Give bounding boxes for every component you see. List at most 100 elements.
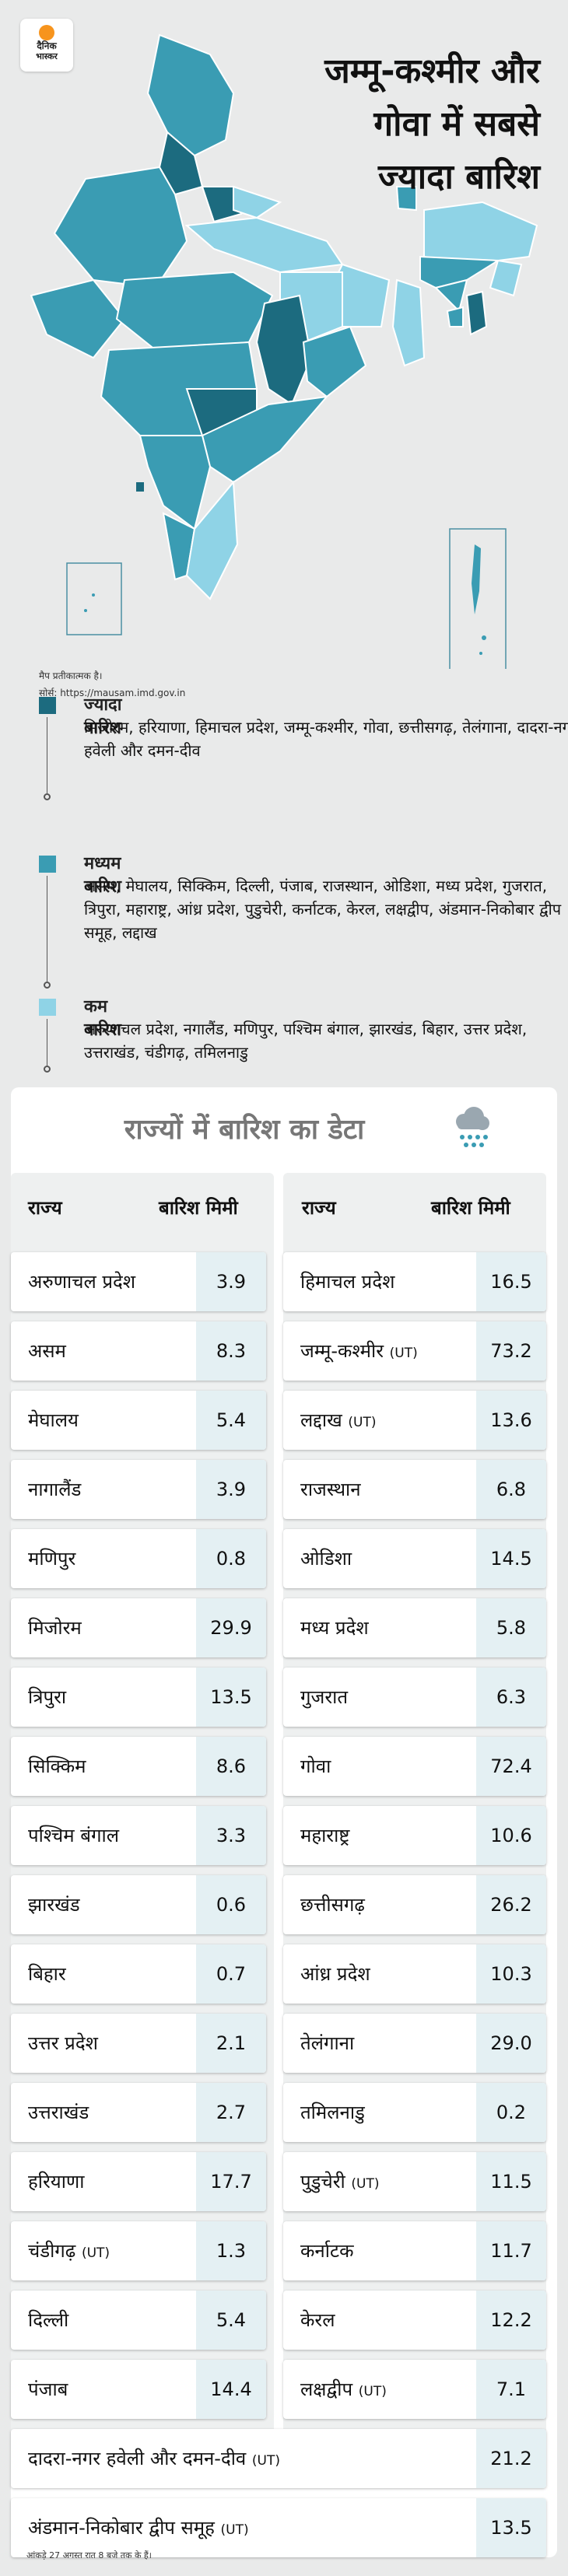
rain-value: 21.2 [490,2448,532,2469]
table-row: अंडमान-निकोबार द्वीप समूह (UT) 13.5 [11,2498,546,2557]
rain-cell: 12.2 [476,2291,546,2350]
header-state-left: राज्य [28,1197,62,1219]
india-map [30,33,538,669]
ut-label: (UT) [358,2384,387,2399]
state-name: छत्तीसगढ़ [300,1875,365,1934]
rain-value: 1.3 [216,2240,247,2262]
state-label: लक्षद्वीप [300,2378,353,2400]
state-name: झारखंड [28,1875,80,1934]
rain-cell: 3.9 [196,1460,266,1519]
state-name: सिक्किम [28,1737,86,1796]
state-name: गुजरात [300,1668,348,1727]
state-label: सिक्किम [28,1755,86,1777]
rain-value: 10.6 [490,1825,532,1846]
rain-cell: 5.8 [476,1598,546,1657]
rain-table-panel: राज्यों में बारिश का डेटा राज्य बारिश मि… [11,1087,557,2557]
rain-cell: 14.4 [196,2360,266,2419]
state-name: त्रिपुरा [28,1668,66,1727]
table-row: लद्दाख (UT) 13.6 [283,1391,546,1450]
state-label: उत्तराखंड [28,2102,89,2123]
state-label: गोवा [300,1755,331,1777]
state-name: दिल्ली [28,2291,68,2350]
state-label: दिल्ली [28,2309,69,2331]
state-label: अरुणाचल प्रदेश [28,1271,136,1293]
ut-label: (UT) [220,2522,249,2538]
state-label: जम्मू-कश्मीर [300,1340,384,1362]
map-regions [30,33,538,600]
state-name: दादरा-नगर हवेली और दमन-दीव (UT) [28,2429,280,2488]
table-row: मणिपुर 0.8 [11,1529,266,1588]
rain-value: 16.5 [490,1271,532,1293]
table-row: मिजोरम 29.9 [11,1598,266,1657]
state-label: त्रिपुरा [28,1686,67,1708]
rain-cell: 26.2 [476,1875,546,1934]
ut-label: (UT) [351,2176,380,2192]
map-disclaimer: मैप प्रतीकात्मक है। [39,670,103,681]
legend-text-low: अरुणाचल प्रदेश, नगालैंड, मणिपुर, पश्चिम … [84,1020,528,1062]
table-row: गुजरात 6.3 [283,1668,546,1727]
rain-value: 17.7 [210,2171,252,2193]
rain-value: 5.4 [216,2309,247,2331]
state-label: चंडीगढ़ [28,2240,76,2262]
state-name: केरल [300,2291,335,2350]
rain-cell: 73.2 [476,1321,546,1381]
state-name: हिमाचल प्रदेश [300,1252,394,1311]
rain-value: 29.9 [210,1617,252,1639]
rain-value: 13.6 [490,1409,532,1431]
footnote: आंकड़े 27 अगस्त रात 8 बजे तक के हैं। [26,2550,152,2560]
map-source: सोर्स: https://mausam.imd.gov.in [39,688,186,698]
state-name: नागालैंड [28,1460,81,1519]
state-label: मेघालय [28,1409,79,1431]
rain-cell: 5.4 [196,2291,266,2350]
rain-cell: 0.8 [196,1529,266,1588]
state-label: ओडिशा [300,1548,352,1570]
state-label: मिजोरम [28,1617,82,1639]
rain-value: 5.4 [216,1409,247,1431]
state-name: लद्दाख (UT) [300,1391,376,1450]
state-label: हिमाचल प्रदेश [300,1271,395,1293]
table-row: पंजाब 14.4 [11,2360,266,2419]
rain-value: 8.6 [216,1755,247,1777]
rain-cell: 8.6 [196,1737,266,1796]
legend-swatch-low [39,999,56,1016]
rain-cell: 7.1 [476,2360,546,2419]
table-row: झारखंड 0.6 [11,1875,266,1934]
rain-value: 0.6 [216,1894,247,1916]
table-row: पश्चिम बंगाल 3.3 [11,1806,266,1865]
table-row: पुडुचेरी (UT) 11.5 [283,2152,546,2211]
rain-value: 2.1 [216,2032,247,2054]
table-row: उत्तराखंड 2.7 [11,2083,266,2142]
rain-value: 6.3 [496,1686,527,1708]
state-label: उत्तर प्रदेश [28,2032,98,2054]
legend-title-low: कम बारिश [84,997,121,1040]
state-name: हरियाणा [28,2152,84,2211]
legend-swatch-medium [39,856,56,873]
state-label: राजस्थान [300,1479,361,1500]
brand-line-1: दैनिक [37,40,57,51]
state-name: गोवा [300,1737,331,1796]
rain-cell: 5.4 [196,1391,266,1450]
state-name: तमिलनाडु [300,2083,365,2142]
rain-cell: 17.7 [196,2152,266,2211]
brand-logo: दैनिक भास्कर [20,19,73,72]
state-label: पश्चिम बंगाल [28,1825,119,1846]
rain-cell: 0.2 [476,2083,546,2142]
state-label: मणिपुर [28,1548,76,1570]
rain-value: 14.4 [210,2378,252,2400]
state-label: छत्तीसगढ़ [300,1894,365,1916]
state-label: आंध्र प्रदेश [300,1963,370,1985]
brand-line-2: भास्कर [36,51,58,61]
headline-line-1: जम्मू-कश्मीर और [324,51,540,91]
state-name: बिहार [28,1944,66,2004]
state-name: कर्नाटक [300,2221,354,2280]
table-row: सिक्किम 8.6 [11,1737,266,1796]
rain-cell: 16.5 [476,1252,546,1311]
state-label: अंडमान-निकोबार द्वीप समूह [28,2517,215,2539]
ut-label: (UT) [251,2453,280,2469]
state-label: नागालैंड [28,1479,82,1500]
rain-value: 6.8 [496,1479,527,1500]
state-label: हरियाणा [28,2171,85,2193]
rain-cell: 6.8 [476,1460,546,1519]
state-name: अरुणाचल प्रदेश [28,1252,135,1311]
andaman-inset [449,528,507,669]
